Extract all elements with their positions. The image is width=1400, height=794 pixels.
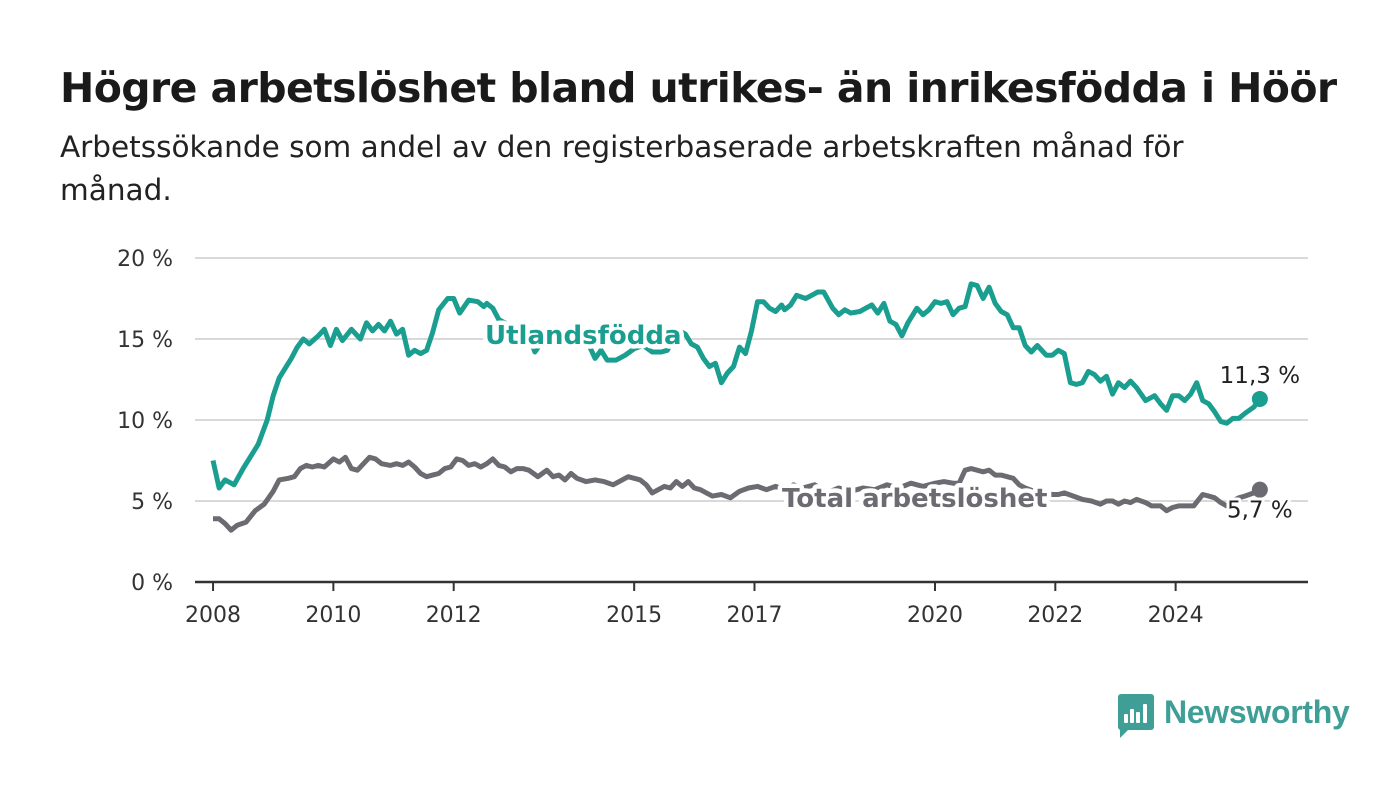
chart-subtitle: Arbetssökande som andel av den registerb… (60, 130, 1184, 207)
x-tick-label: 2015 (606, 603, 662, 628)
newsworthy-logo-icon (1118, 694, 1154, 738)
y-tick-label: 0 % (131, 571, 173, 596)
x-tick-label: 2017 (727, 603, 783, 628)
x-tick-label: 2012 (426, 603, 482, 628)
endpoint-dot-total (1251, 481, 1268, 498)
chart-title: Högre arbetslöshet bland utrikes- än inr… (60, 64, 1337, 112)
x-tick-label: 2024 (1148, 603, 1204, 628)
x-tick-label: 2008 (185, 603, 241, 628)
axes: 0 % 5 % 10 % 15 % 20 % 2008 2010 2012 2015 2017 20… (117, 247, 1308, 628)
brand-name: Newsworthy (1164, 693, 1350, 730)
y-tick-label: 15 % (117, 328, 173, 353)
y-tick-label: 10 % (117, 409, 173, 434)
y-tick-label: 20 % (117, 247, 173, 272)
y-tick-label: 5 % (131, 490, 173, 515)
x-tick-label: 2022 (1027, 603, 1083, 628)
series-lines (210, 281, 1268, 533)
series-line-total (213, 454, 1262, 533)
x-tick-label: 2010 (305, 603, 361, 628)
end-value-label-foreign: 11,3 % (1220, 363, 1300, 389)
series-labels: Utlandsfödda Total arbetslöshet 11,3 % 5,7 … (481, 317, 1304, 527)
end-value-label-total: 5,7 % (1227, 498, 1293, 524)
endpoint-dot-foreign (1251, 390, 1268, 407)
inline-label-foreign: Utlandsfödda (485, 321, 682, 351)
newsworthy-logo: Newsworthy (1118, 690, 1350, 738)
x-tick-label: 2020 (907, 603, 963, 628)
inline-label-total: Total arbetslöshet (782, 484, 1047, 514)
series-line-foreign (210, 281, 1262, 491)
